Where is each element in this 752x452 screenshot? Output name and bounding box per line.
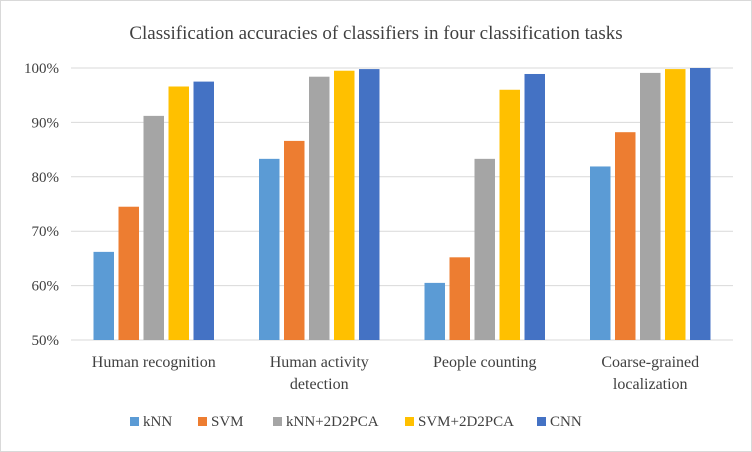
bar-knn-2d2pca xyxy=(143,115,164,340)
bar-svm xyxy=(284,140,305,340)
x-category-label: Coarse-grained xyxy=(601,354,699,371)
legend-swatch xyxy=(405,417,414,426)
legend: kNN SVM kNN+2D2PCA SVM+2D2PCA CNN xyxy=(130,414,582,430)
bar-cnn xyxy=(359,69,380,340)
legend-label: CNN xyxy=(550,414,582,430)
y-tick-label: 60% xyxy=(32,279,60,295)
bar-svm-2d2pca xyxy=(168,86,189,340)
bar-svm xyxy=(615,132,636,340)
x-category-label: People counting xyxy=(433,354,537,371)
legend-swatch xyxy=(273,417,282,426)
bar-knn-2d2pca xyxy=(640,72,661,341)
bar-knn xyxy=(590,166,611,340)
legend-label: kNN xyxy=(143,414,172,430)
x-category-label: Human activity xyxy=(270,354,369,371)
bar-knn xyxy=(259,158,280,340)
x-axis-category-labels: Human recognition Human activity detection… xyxy=(92,354,699,393)
bar-knn-2d2pca xyxy=(309,76,330,340)
bar-knn-2d2pca xyxy=(474,158,495,340)
y-tick-label: 50% xyxy=(32,333,60,349)
legend-swatch xyxy=(130,417,139,426)
bar-svm xyxy=(118,206,139,340)
x-category-label: Human recognition xyxy=(92,354,216,371)
x-category-label: detection xyxy=(290,376,349,393)
bar-cnn xyxy=(690,68,711,340)
chart-title: Classification accuracies of classifiers… xyxy=(129,23,622,44)
legend-swatch xyxy=(537,417,546,426)
legend-label: SVM xyxy=(211,414,244,430)
y-tick-label: 80% xyxy=(32,170,60,186)
bar-knn xyxy=(93,251,114,340)
y-tick-label: 100% xyxy=(24,61,59,77)
y-axis-tick-labels: 50% 60% 70% 80% 90% 100% xyxy=(24,61,59,349)
bar-svm-2d2pca xyxy=(334,70,355,340)
bars xyxy=(93,68,711,341)
bar-svm-2d2pca xyxy=(665,69,686,340)
bar-cnn xyxy=(193,81,214,340)
bar-svm-2d2pca xyxy=(499,89,520,340)
bar-cnn xyxy=(524,73,545,340)
legend-swatch xyxy=(198,417,207,426)
bar-knn xyxy=(424,282,445,340)
bar-svm xyxy=(449,257,470,340)
x-category-label: localization xyxy=(613,376,688,393)
y-tick-label: 70% xyxy=(32,224,60,240)
legend-label: kNN+2D2PCA xyxy=(286,414,379,430)
legend-label: SVM+2D2PCA xyxy=(418,414,514,430)
y-tick-label: 90% xyxy=(32,115,60,131)
